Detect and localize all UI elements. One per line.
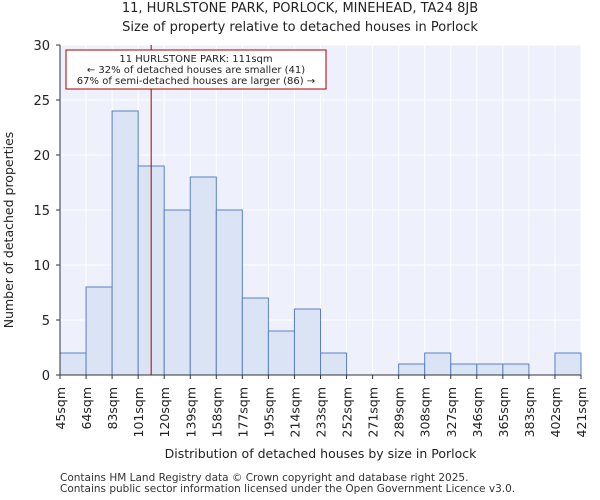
x-tick-label: 327sqm [444, 387, 459, 437]
histogram-bar [111, 110, 139, 376]
histogram-bar [293, 308, 322, 376]
y-tick-label: 25 [33, 94, 50, 109]
histogram-bar [398, 363, 426, 376]
x-tick-label: 308sqm [418, 387, 433, 437]
x-tick-label: 120sqm [157, 387, 172, 437]
x-tick-label: 83sqm [105, 387, 120, 430]
x-tick-label: 346sqm [470, 387, 485, 437]
x-tick-label: 421sqm [574, 387, 589, 437]
y-tick-label: 20 [33, 149, 50, 164]
x-tick-label: 101sqm [131, 387, 146, 437]
x-tick-label: 365sqm [496, 387, 511, 437]
annotation-box [65, 49, 327, 90]
histogram-bar [502, 363, 530, 376]
histogram-bar [85, 286, 113, 376]
x-tick-label: 177sqm [235, 387, 250, 437]
x-tick-label: 383sqm [522, 387, 537, 437]
chart-title-subtitle: Size of property relative to detached ho… [122, 20, 478, 35]
y-tick-label: 30 [33, 39, 50, 54]
x-tick-label: 214sqm [287, 387, 302, 437]
x-tick-label: 271sqm [366, 387, 381, 437]
y-tick-label: 10 [33, 259, 50, 274]
x-tick-label: 289sqm [392, 387, 407, 437]
histogram-bar [241, 297, 269, 376]
y-tick-label: 5 [42, 314, 50, 329]
histogram-bar [267, 330, 295, 376]
y-tick-label: 0 [42, 369, 50, 384]
histogram-bar [450, 363, 478, 376]
chart-title-address: 11, HURLSTONE PARK, PORLOCK, MINEHEAD, T… [121, 1, 479, 16]
histogram-bar [163, 209, 191, 376]
x-axis-label: Distribution of detached houses by size … [165, 446, 477, 461]
x-tick-label: 252sqm [340, 387, 355, 437]
annotation-larger: 67% of semi-detached houses are larger (… [77, 76, 315, 87]
histogram-bar [59, 352, 87, 376]
x-tick-label: 64sqm [79, 387, 94, 430]
histogram-bar [424, 352, 452, 376]
x-tick-label: 139sqm [183, 387, 198, 437]
histogram-bar [554, 352, 582, 376]
histogram-bar [215, 209, 243, 376]
annotation-smaller: ← 32% of detached houses are smaller (41… [87, 65, 305, 76]
x-tick-label: 195sqm [261, 387, 276, 437]
footer-copyright: Contains HM Land Registry data © Crown c… [60, 472, 469, 484]
x-tick-label: 45sqm [53, 387, 68, 430]
x-tick-label: 158sqm [209, 387, 224, 437]
annotation-title: 11 HURLSTONE PARK: 111sqm [119, 54, 272, 65]
histogram-bar [476, 363, 504, 376]
histogram-bar [189, 176, 217, 376]
y-tick-label: 15 [33, 204, 50, 219]
x-tick-label: 233sqm [314, 387, 329, 437]
x-tick-label: 402sqm [548, 387, 563, 437]
histogram-chart: 0 5 10 15 20 25 30 45sqm 64sqm 83sqm 101sqm 120sqm 1… [1, 39, 589, 461]
y-axis-label: Number of detached properties [1, 132, 16, 329]
footer-licence: Contains public sector information licen… [60, 483, 516, 495]
histogram-bar [320, 352, 348, 376]
